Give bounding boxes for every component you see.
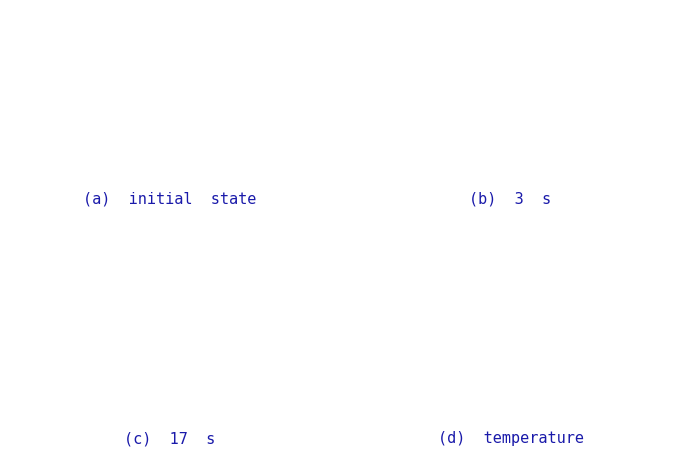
Text: (c)  17  s: (c) 17 s [125, 432, 216, 446]
Text: (d)  temperature: (d) temperature [437, 432, 584, 446]
Text: (b)  3  s: (b) 3 s [469, 191, 552, 206]
Text: (a)  initial  state: (a) initial state [83, 191, 257, 206]
